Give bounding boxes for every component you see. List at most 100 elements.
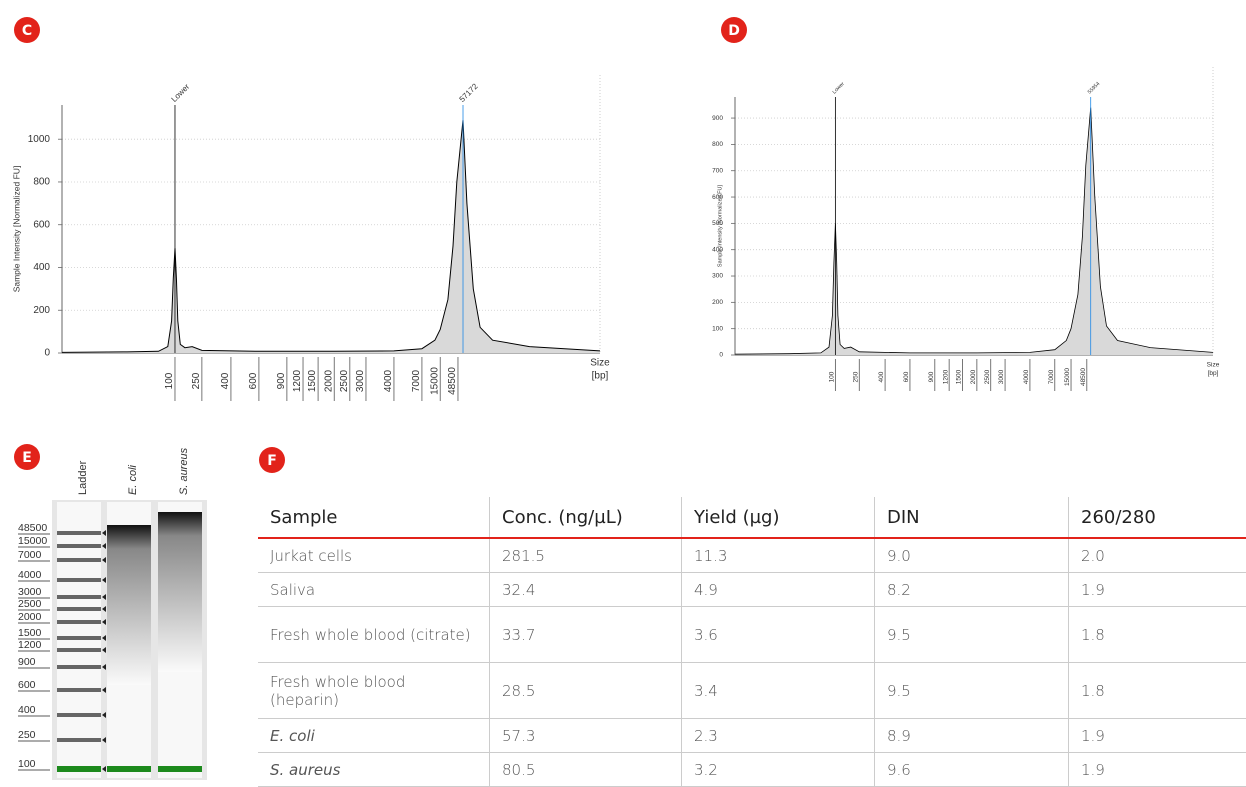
ladder-band (57, 607, 101, 611)
table-cell: 2.3 (682, 719, 875, 753)
ladder-band (57, 578, 101, 582)
ladder-band (57, 595, 101, 599)
x-tick-label: 7000 (1048, 369, 1055, 384)
table-cell: 8.9 (875, 719, 1069, 753)
x-tick-label: 4000 (1023, 369, 1030, 384)
panel-label: D (728, 23, 740, 39)
x-axis-unit: [bp] (1208, 370, 1219, 377)
y-axis-label: Sample Intensity [Normalized FU] (11, 166, 21, 293)
y-tick-label: 0 (44, 348, 50, 359)
marker-band (57, 766, 101, 772)
table-cell: S. aureus (258, 753, 490, 787)
table-cell: Jurkat cells (258, 538, 490, 573)
annotation-label: Lower (170, 82, 192, 104)
x-tick-label: 3000 (355, 369, 366, 392)
y-tick-label: 400 (33, 262, 50, 273)
ladder-band (57, 738, 101, 742)
y-tick-label: 800 (33, 177, 50, 188)
x-tick-label: 2500 (984, 369, 991, 384)
x-tick-label: 15000 (429, 367, 440, 395)
x-tick-label: 1500 (307, 369, 318, 392)
x-tick-label: 600 (903, 371, 910, 382)
size-label: 250 (18, 729, 36, 741)
x-tick-label: 2000 (323, 369, 334, 392)
size-label: 7000 (18, 549, 42, 561)
y-tick-label: 800 (712, 141, 723, 148)
trace-line (735, 108, 1213, 355)
table-cell: E. coli (258, 719, 490, 753)
table-cell: 4.9 (682, 573, 875, 607)
column-header: Sample (258, 497, 490, 538)
x-tick-label: 250 (852, 371, 859, 382)
x-tick-label: 900 (928, 371, 935, 382)
table-cell: 28.5 (490, 663, 682, 719)
table-cell: Saliva (258, 573, 490, 607)
table-cell: Fresh whole blood (heparin) (258, 663, 490, 719)
ladder-band (57, 531, 101, 535)
size-label: 2500 (18, 598, 42, 610)
size-label: 1500 (18, 627, 42, 639)
size-label: 600 (18, 679, 36, 691)
panel-label: C (22, 23, 32, 39)
table-cell: Fresh whole blood (citrate) (258, 607, 490, 663)
table-cell: 9.6 (875, 753, 1069, 787)
y-tick-label: 0 (719, 352, 723, 359)
table-cell: 1.9 (1069, 753, 1246, 787)
y-tick-label: 900 (712, 115, 723, 122)
marker-band (158, 766, 202, 772)
table-cell: 32.4 (490, 573, 682, 607)
table-cell: 1.9 (1069, 573, 1246, 607)
ladder-band (57, 544, 101, 548)
table-cell: 57.3 (490, 719, 682, 753)
marker-band (107, 766, 151, 772)
ladder-band (57, 620, 101, 624)
size-label: 1200 (18, 639, 42, 651)
x-axis-unit: [bp] (592, 371, 609, 382)
table-cell: 9.0 (875, 538, 1069, 573)
table-cell: 1.8 (1069, 663, 1246, 719)
size-label: 48500 (18, 522, 47, 534)
column-header: Yield (µg) (682, 497, 875, 538)
sample-smear (107, 525, 151, 685)
ladder-band (57, 558, 101, 562)
x-tick-label: 3000 (998, 369, 1005, 384)
page: C D E F 02004006008001000100250400600900… (0, 0, 1246, 786)
y-tick-label: 600 (33, 219, 50, 230)
x-tick-label: 4000 (383, 369, 394, 392)
table-cell: 8.2 (875, 573, 1069, 607)
x-axis-label: Size (590, 358, 610, 369)
table-cell: 3.6 (682, 607, 875, 663)
sample-smear (158, 512, 202, 672)
x-tick-label: 100 (164, 372, 175, 389)
x-tick-label: 7000 (411, 369, 422, 392)
annotation-label: 57172 (458, 81, 480, 103)
lane-label: E. coli (127, 464, 139, 495)
trace-line (62, 120, 600, 352)
x-tick-label: 2000 (970, 369, 977, 384)
y-tick-label: 1000 (28, 134, 51, 145)
y-tick-label: 200 (712, 299, 723, 306)
table-cell: 9.5 (875, 663, 1069, 719)
x-tick-label: 400 (878, 371, 885, 382)
table-cell: 80.5 (490, 753, 682, 787)
x-tick-label: 600 (248, 372, 259, 389)
table-cell: 3.4 (682, 663, 875, 719)
y-tick-label: 700 (712, 167, 723, 174)
trace-area (62, 120, 600, 353)
x-tick-label: 48500 (1080, 368, 1087, 386)
table-cell: 3.2 (682, 753, 875, 787)
panel-label: F (267, 453, 277, 469)
table-cell: 9.5 (875, 607, 1069, 663)
table-cell: 33.7 (490, 607, 682, 663)
x-tick-label: 1500 (956, 369, 963, 384)
x-tick-label: 250 (191, 372, 202, 389)
table-cell: 1.8 (1069, 607, 1246, 663)
ladder-band (57, 665, 101, 669)
